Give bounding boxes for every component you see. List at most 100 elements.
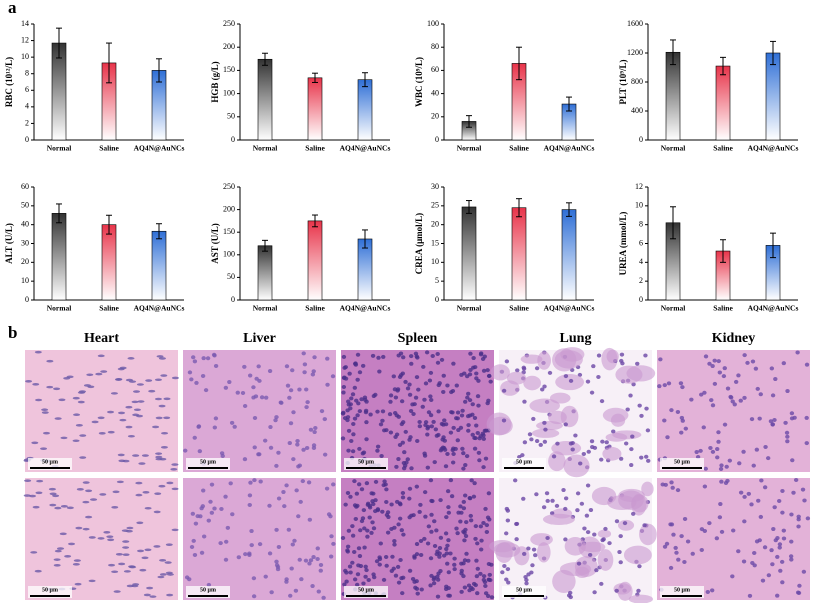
bar <box>715 65 731 141</box>
y-tick-label: 8 <box>25 69 29 78</box>
scale-bar-label: 50 μm <box>674 587 690 593</box>
y-tick-label: 12 <box>635 182 643 191</box>
y-tick-label: 800 <box>631 77 643 86</box>
y-tick-label: 0 <box>435 295 439 304</box>
y-tick-label: 14 <box>21 19 29 28</box>
y-tick-label: 40 <box>431 88 439 97</box>
organ-label: Liver <box>243 331 276 346</box>
y-tick-label: 2 <box>639 276 643 285</box>
y-tick-label: 15 <box>431 238 439 247</box>
error-bar <box>156 58 162 83</box>
y-tick-label: 150 <box>223 65 235 74</box>
error-bar <box>670 39 676 66</box>
y-tick-label: 0 <box>435 135 439 144</box>
bar <box>461 206 477 301</box>
organ-label: Lung <box>560 331 592 346</box>
y-axis-label: RBC (10¹²/L) <box>4 57 14 107</box>
scale-bar-label: 50 μm <box>358 459 374 465</box>
y-tick-label: 200 <box>223 204 235 213</box>
x-tick-label: Saline <box>509 304 529 313</box>
x-tick-label: Normal <box>253 304 278 313</box>
y-axis-label: UREA (mmol/L) <box>618 212 628 276</box>
error-bar <box>262 52 268 66</box>
error-bar <box>566 96 572 112</box>
y-tick-label: 20 <box>431 112 439 121</box>
histology-image <box>657 350 810 472</box>
error-bar <box>466 115 472 128</box>
y-tick-label: 0 <box>231 295 235 304</box>
y-tick-label: 30 <box>431 182 439 191</box>
x-tick-label: AQ4N@AuNCs <box>748 144 799 153</box>
y-tick-label: 1200 <box>627 48 643 57</box>
x-tick-label: AQ4N@AuNCs <box>340 144 391 153</box>
error-bar <box>466 200 472 214</box>
x-tick-label: Saline <box>99 144 119 153</box>
x-tick-label: AQ4N@AuNCs <box>544 144 595 153</box>
x-tick-label: AQ4N@AuNCs <box>544 304 595 313</box>
y-tick-label: 40 <box>21 219 29 228</box>
error-bar <box>56 203 62 224</box>
x-tick-label: Normal <box>47 304 72 313</box>
error-bar <box>516 46 522 81</box>
x-tick-label: Saline <box>713 144 733 153</box>
x-tick-label: Saline <box>509 144 529 153</box>
error-bar <box>156 223 162 240</box>
y-axis-label: CREA (μmol/L) <box>414 213 424 274</box>
y-tick-label: 0 <box>639 135 643 144</box>
bar <box>151 230 167 301</box>
scale-bar-label: 50 μm <box>200 587 216 593</box>
error-bar <box>566 202 572 217</box>
x-tick-label: AQ4N@AuNCs <box>134 144 185 153</box>
y-tick-label: 20 <box>21 257 29 266</box>
y-tick-label: 1600 <box>627 19 643 28</box>
error-bar <box>670 206 676 240</box>
y-tick-label: 10 <box>21 52 29 61</box>
histology-image <box>23 350 179 472</box>
error-bar <box>362 72 368 88</box>
x-tick-label: Saline <box>305 144 325 153</box>
y-tick-label: 6 <box>639 238 643 247</box>
x-tick-label: Normal <box>661 144 686 153</box>
histology-image <box>489 478 657 603</box>
y-axis-label: AST (U/L) <box>210 223 220 264</box>
y-tick-label: 50 <box>21 201 29 210</box>
x-tick-label: Normal <box>661 304 686 313</box>
histology-image <box>657 478 811 600</box>
bar <box>307 77 323 141</box>
y-tick-label: 20 <box>431 219 439 228</box>
bar <box>765 52 781 141</box>
bar <box>101 224 117 301</box>
panel-label: b <box>8 323 17 342</box>
scale-bar-label: 50 μm <box>516 587 532 593</box>
error-bar <box>516 198 522 218</box>
y-tick-label: 200 <box>223 42 235 51</box>
error-bar <box>106 42 112 84</box>
y-tick-label: 100 <box>223 88 235 97</box>
y-tick-label: 12 <box>21 35 29 44</box>
x-tick-label: Saline <box>99 304 119 313</box>
error-bar <box>720 239 726 263</box>
x-tick-label: Normal <box>47 144 72 153</box>
y-tick-label: 0 <box>639 295 643 304</box>
y-tick-label: 50 <box>227 272 235 281</box>
y-tick-label: 250 <box>223 19 235 28</box>
y-tick-label: 80 <box>431 42 439 51</box>
error-bar <box>262 239 268 252</box>
histology-image <box>23 478 179 600</box>
x-tick-label: Saline <box>305 304 325 313</box>
y-tick-label: 6 <box>25 85 29 94</box>
y-tick-label: 50 <box>227 112 235 121</box>
y-tick-label: 10 <box>635 201 643 210</box>
y-tick-label: 4 <box>25 102 29 111</box>
y-tick-label: 4 <box>639 257 643 266</box>
x-tick-label: Normal <box>457 304 482 313</box>
bar <box>511 207 527 301</box>
y-tick-label: 60 <box>21 182 29 191</box>
organ-label: Heart <box>84 331 119 346</box>
y-tick-label: 30 <box>21 238 29 247</box>
y-tick-label: 0 <box>25 135 29 144</box>
x-tick-label: AQ4N@AuNCs <box>748 304 799 313</box>
histology-image <box>486 347 656 478</box>
y-tick-label: 10 <box>431 257 439 266</box>
